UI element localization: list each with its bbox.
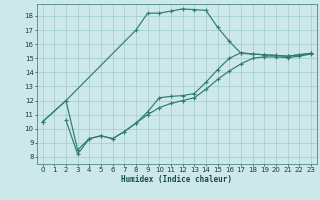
X-axis label: Humidex (Indice chaleur): Humidex (Indice chaleur) bbox=[121, 175, 232, 184]
